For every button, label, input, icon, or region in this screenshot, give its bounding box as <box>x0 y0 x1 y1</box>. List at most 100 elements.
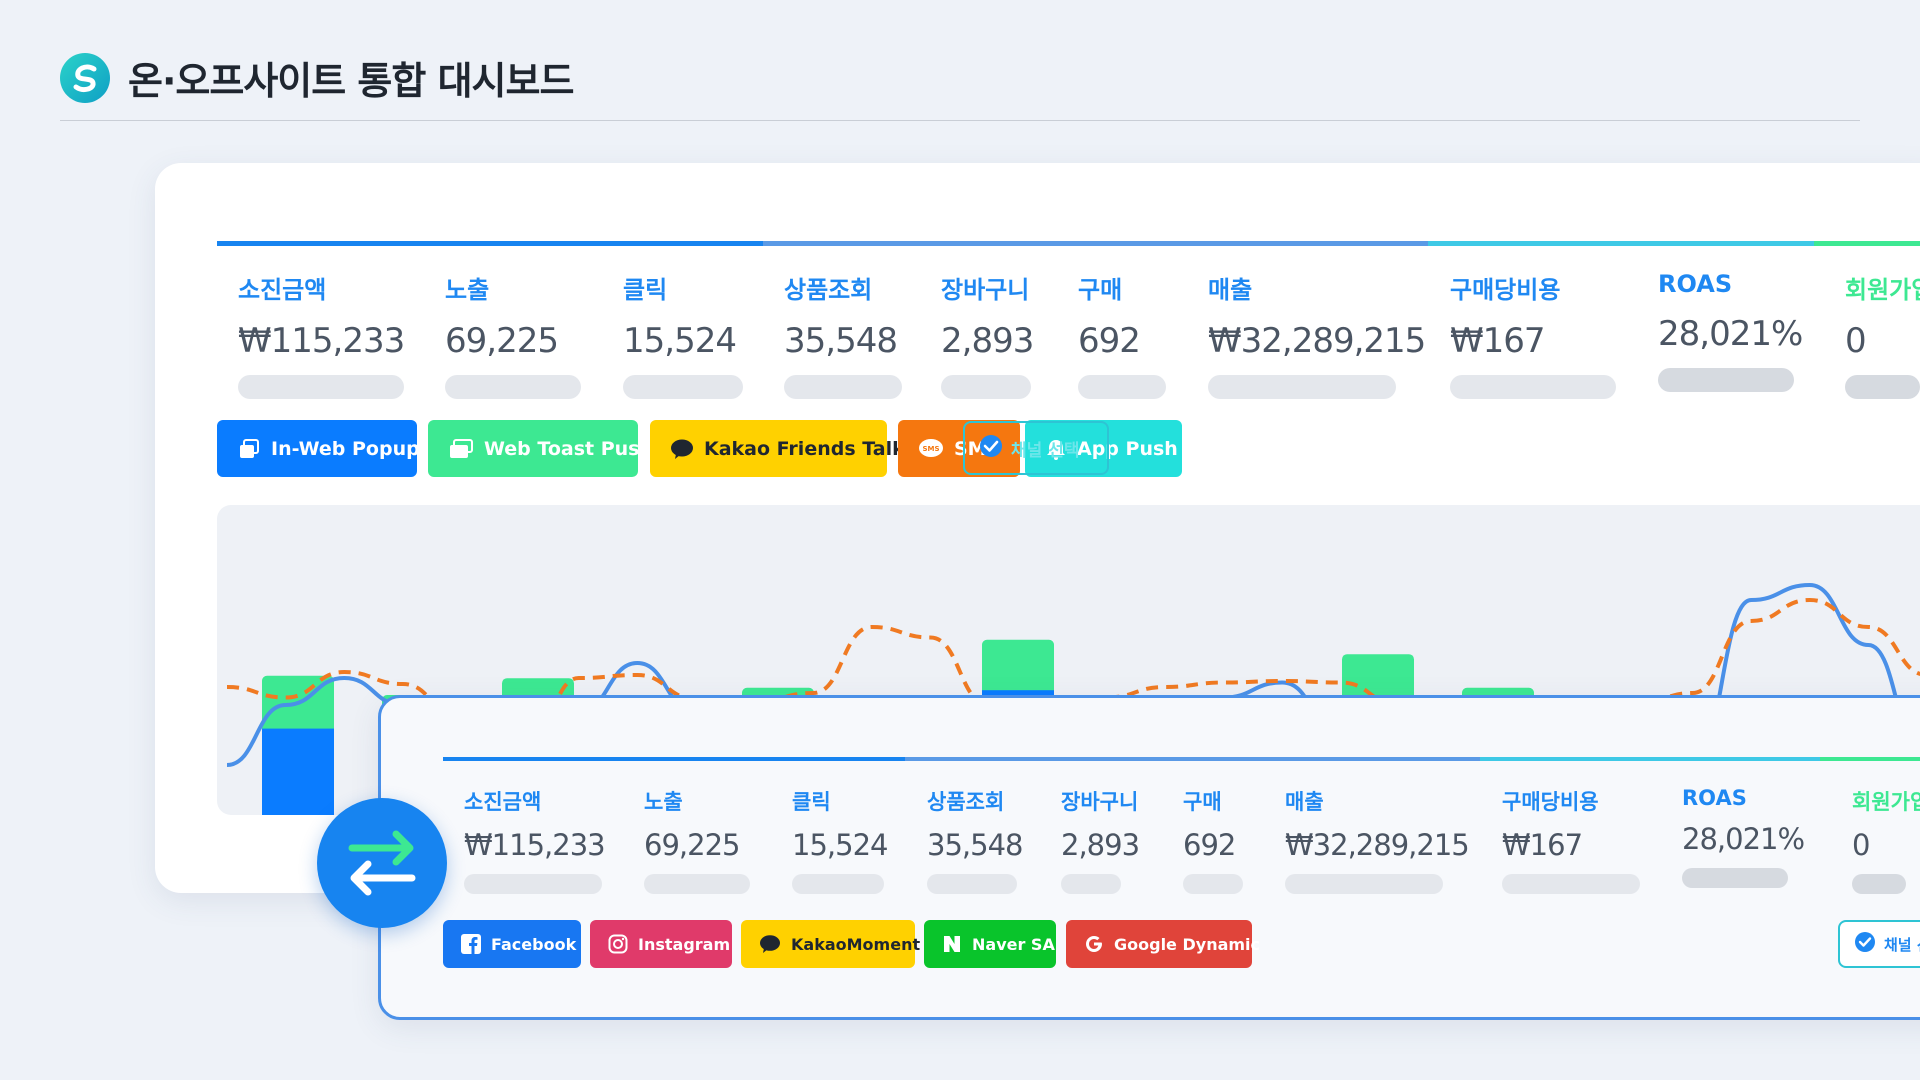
metric-clicks: 클릭 15,524 <box>623 270 743 399</box>
metric-pill <box>1285 874 1443 894</box>
chip-label: App Push <box>1077 437 1178 460</box>
metric-pill <box>644 874 750 894</box>
metric-cart: 장바구니 2,893 <box>1061 786 1140 894</box>
check-circle-icon <box>979 434 1003 463</box>
swap-arrows-icon <box>348 830 416 896</box>
metric-value: 28,021% <box>1658 314 1803 354</box>
metric-pill <box>445 375 581 399</box>
header-divider <box>60 120 1860 121</box>
channel-facebook[interactable]: Facebook <box>443 920 581 968</box>
speech-bubble-icon <box>759 934 781 954</box>
metric-impressions: 노출 69,225 <box>445 270 581 399</box>
metrics-topbar <box>217 241 763 246</box>
metric-product-views: 상품조회 35,548 <box>784 270 902 399</box>
metric-label: 클릭 <box>623 276 668 304</box>
metric-clicks: 클릭 15,524 <box>792 786 888 894</box>
metric-pill <box>1502 874 1640 894</box>
metric-product-views: 상품조회 35,548 <box>927 786 1023 894</box>
metric-label: 구매당비용 <box>1502 790 1599 814</box>
metric-pill <box>238 375 404 399</box>
metric-value: 692 <box>1078 321 1141 361</box>
channel-kakao-friends-talk[interactable]: Kakao Friends Talk <box>650 420 905 477</box>
metric-roas: ROAS 28,021% <box>1682 786 1805 888</box>
metric-pill <box>1658 368 1794 392</box>
channel-instagram[interactable]: Instagram <box>590 920 732 968</box>
metric-cost-per-purchase: 구매당비용 ₩167 <box>1450 270 1616 399</box>
metric-signups: 회원가입 0 <box>1852 786 1920 894</box>
check-circle-icon <box>1854 931 1876 957</box>
metric-value: 28,021% <box>1682 822 1805 856</box>
metric-value: 69,225 <box>644 828 740 862</box>
channel-select-overlay[interactable]: 채널 선택 <box>963 421 1109 475</box>
svg-text:SMS: SMS <box>922 445 939 453</box>
chip-label: Instagram <box>638 934 731 954</box>
facebook-icon <box>461 934 481 954</box>
metric-label: 소진금액 <box>464 790 542 814</box>
metric-pill <box>941 375 1031 399</box>
metric-value: 2,893 <box>941 321 1034 361</box>
overlay-label: 채널 선택 <box>1011 440 1080 461</box>
metrics-topbar <box>1480 757 1820 761</box>
page-header: 온·오프사이트 통합 대시보드 <box>60 50 574 105</box>
metrics-topbar <box>763 241 1428 246</box>
instagram-icon <box>608 934 628 954</box>
metric-roas: ROAS 28,021% <box>1658 270 1803 392</box>
metric-spend: 소진금액 ₩115,233 <box>238 270 405 399</box>
metric-label: 구매당비용 <box>1450 276 1561 304</box>
chart-bar-segment <box>262 728 334 815</box>
metric-cost-per-purchase: 구매당비용 ₩167 <box>1502 786 1640 894</box>
metric-value: 15,524 <box>792 828 888 862</box>
channel-google-dynamic[interactable]: Google Dynamic <box>1066 920 1260 968</box>
metric-pill <box>1183 874 1243 894</box>
metric-pill <box>1852 874 1906 894</box>
page-title: 온·오프사이트 통합 대시보드 <box>128 59 574 103</box>
swap-button[interactable] <box>317 798 447 928</box>
channel-kakaomoment[interactable]: KakaoMoment <box>741 920 920 968</box>
metric-label: 클릭 <box>792 790 831 814</box>
sms-icon: SMS <box>918 438 944 460</box>
channel-inweb-popup[interactable]: In-Web Popup <box>217 420 420 477</box>
metric-pill <box>792 874 884 894</box>
metrics-topbar <box>1814 241 1920 246</box>
metric-impressions: 노출 69,225 <box>644 786 750 894</box>
bell-icon <box>1045 437 1067 461</box>
metric-pill <box>464 874 602 894</box>
metric-label: 노출 <box>445 276 490 304</box>
metric-label: 노출 <box>644 790 683 814</box>
logo-icon <box>60 52 110 103</box>
metric-value: 69,225 <box>445 321 559 361</box>
metric-pill <box>1078 375 1166 399</box>
metric-label: 구매 <box>1078 276 1123 304</box>
metric-label: 상품조회 <box>784 276 873 304</box>
chip-label: Google Dynamic <box>1114 934 1261 954</box>
metric-spend: 소진금액 ₩115,233 <box>464 786 606 894</box>
channel-select-button[interactable]: 채널 선택 <box>1838 920 1920 968</box>
chip-label: KakaoMoment <box>791 934 921 954</box>
channel-naver-sa[interactable]: Naver SA <box>924 920 1056 968</box>
metric-cart: 장바구니 2,893 <box>941 270 1034 399</box>
metric-revenue: 매출 ₩32,289,215 <box>1208 270 1426 399</box>
metric-label: 회원가입 <box>1852 790 1920 814</box>
metrics-topbar <box>443 757 905 761</box>
naver-icon <box>942 934 962 954</box>
channel-web-toast-push[interactable]: Web Toast Push <box>428 420 653 477</box>
metrics-topbar <box>905 757 1480 761</box>
google-icon <box>1084 934 1104 954</box>
metric-label: 장바구니 <box>1061 790 1139 814</box>
metric-value: 0 <box>1852 828 1870 862</box>
metric-label: 상품조회 <box>927 790 1005 814</box>
metric-purchases: 구매 692 <box>1078 270 1166 399</box>
metric-pill <box>784 375 902 399</box>
metric-value: ₩115,233 <box>238 321 405 361</box>
metric-pill <box>1061 874 1121 894</box>
metric-value: 2,893 <box>1061 828 1140 862</box>
metric-value: 0 <box>1845 321 1867 361</box>
metric-label: 회원가입 <box>1845 276 1920 304</box>
chip-label: Web Toast Push <box>484 437 653 460</box>
metric-revenue: 매출 ₩32,289,215 <box>1285 786 1470 894</box>
metric-pill <box>623 375 743 399</box>
metric-pill <box>1208 375 1396 399</box>
metric-value: ₩115,233 <box>464 828 606 862</box>
metric-label: 장바구니 <box>941 276 1030 304</box>
chip-label: Naver SA <box>972 934 1055 954</box>
